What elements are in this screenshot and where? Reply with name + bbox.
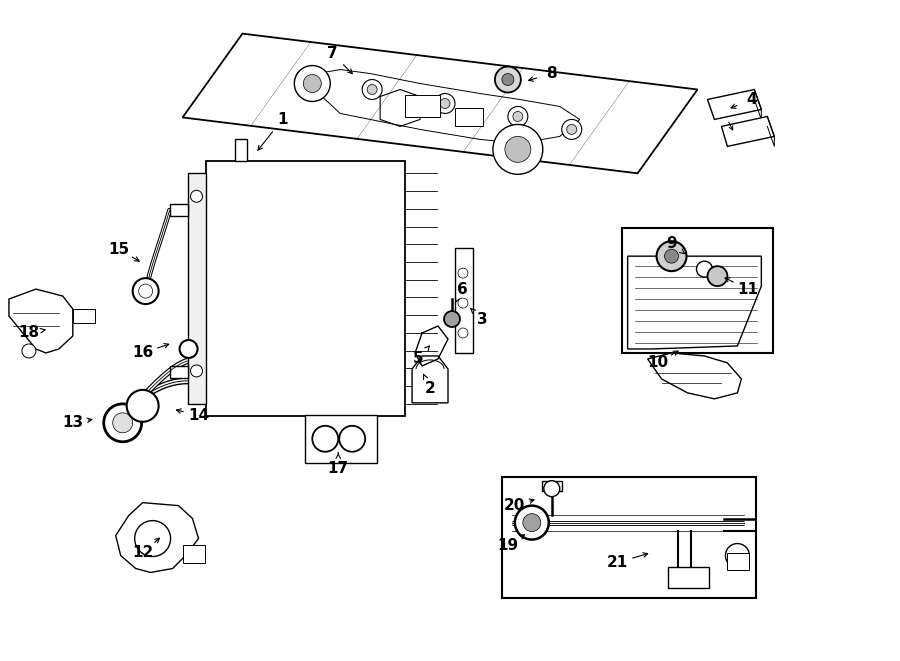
Text: 14: 14 xyxy=(188,408,209,423)
Text: 4: 4 xyxy=(746,92,757,107)
Circle shape xyxy=(495,67,521,93)
Bar xyxy=(169,366,187,378)
Circle shape xyxy=(505,136,531,163)
Circle shape xyxy=(362,79,382,100)
Circle shape xyxy=(544,481,560,496)
Bar xyxy=(236,139,248,161)
Circle shape xyxy=(301,75,310,85)
Bar xyxy=(727,553,750,570)
Circle shape xyxy=(367,85,377,95)
Bar xyxy=(183,545,204,563)
Text: 7: 7 xyxy=(327,46,338,61)
Circle shape xyxy=(22,344,36,358)
Circle shape xyxy=(191,365,202,377)
Bar xyxy=(405,95,440,118)
Circle shape xyxy=(132,278,158,304)
Circle shape xyxy=(435,93,455,114)
Bar xyxy=(455,248,473,353)
Circle shape xyxy=(312,426,338,451)
Circle shape xyxy=(135,521,171,557)
Circle shape xyxy=(725,543,750,568)
Circle shape xyxy=(112,413,132,433)
Text: 6: 6 xyxy=(456,282,467,297)
Bar xyxy=(169,204,187,216)
Text: 3: 3 xyxy=(477,311,487,327)
Text: 17: 17 xyxy=(328,461,349,476)
Circle shape xyxy=(508,106,527,126)
Bar xyxy=(542,481,562,490)
Circle shape xyxy=(191,190,202,202)
Bar xyxy=(187,173,205,404)
Text: 1: 1 xyxy=(277,112,288,127)
Text: 19: 19 xyxy=(498,538,518,553)
Text: 13: 13 xyxy=(62,415,84,430)
Circle shape xyxy=(180,340,197,358)
Polygon shape xyxy=(648,353,742,399)
Text: 18: 18 xyxy=(18,325,40,340)
Text: 15: 15 xyxy=(108,242,130,256)
Text: 8: 8 xyxy=(546,66,557,81)
Circle shape xyxy=(294,65,330,102)
Circle shape xyxy=(295,69,315,89)
Circle shape xyxy=(339,426,365,451)
Circle shape xyxy=(458,268,468,278)
Bar xyxy=(668,566,709,588)
Circle shape xyxy=(458,298,468,308)
Polygon shape xyxy=(627,256,761,349)
Circle shape xyxy=(104,404,141,442)
Text: 5: 5 xyxy=(413,352,423,366)
Bar xyxy=(502,477,756,598)
Text: 12: 12 xyxy=(132,545,153,560)
Text: 11: 11 xyxy=(737,282,758,297)
Circle shape xyxy=(523,514,541,531)
Circle shape xyxy=(515,506,549,539)
Circle shape xyxy=(444,311,460,327)
Polygon shape xyxy=(722,116,774,146)
Bar xyxy=(73,309,94,323)
Bar xyxy=(455,108,483,126)
Circle shape xyxy=(664,249,679,263)
Text: 10: 10 xyxy=(647,356,668,370)
Polygon shape xyxy=(183,34,698,173)
Text: 2: 2 xyxy=(425,381,436,397)
Circle shape xyxy=(493,124,543,175)
Polygon shape xyxy=(707,89,761,120)
Bar xyxy=(622,228,773,353)
Text: 9: 9 xyxy=(666,236,677,251)
Circle shape xyxy=(502,73,514,85)
Polygon shape xyxy=(116,502,199,572)
Circle shape xyxy=(697,261,713,277)
Circle shape xyxy=(440,98,450,108)
Text: 21: 21 xyxy=(607,555,628,570)
Circle shape xyxy=(657,241,687,271)
Text: 20: 20 xyxy=(504,498,526,513)
Circle shape xyxy=(513,112,523,122)
Text: 16: 16 xyxy=(132,346,153,360)
Polygon shape xyxy=(412,356,448,403)
Bar xyxy=(205,161,405,416)
Circle shape xyxy=(303,75,321,93)
Circle shape xyxy=(127,390,158,422)
Circle shape xyxy=(707,266,727,286)
Circle shape xyxy=(567,124,577,134)
Bar xyxy=(305,415,377,463)
Circle shape xyxy=(562,120,581,139)
Circle shape xyxy=(139,284,153,298)
Circle shape xyxy=(458,328,468,338)
Polygon shape xyxy=(9,289,73,353)
